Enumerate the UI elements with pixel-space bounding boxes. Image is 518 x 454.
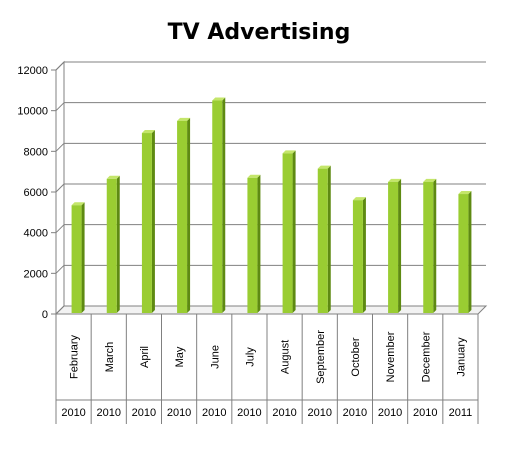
bar (177, 117, 191, 313)
gridline-diagonal (55, 183, 65, 193)
gridline-diagonal (55, 305, 65, 315)
bar-side (362, 197, 366, 313)
bar (141, 130, 155, 313)
bar-front (388, 181, 399, 313)
bar-top (106, 175, 120, 179)
chart-title: TV Advertising (167, 20, 351, 45)
bar-top (458, 191, 472, 195)
bar-side (81, 202, 85, 313)
bar-top (423, 178, 437, 182)
year-label: 2011 (449, 407, 473, 419)
category-label: June (209, 345, 221, 369)
year-label: 2010 (343, 407, 367, 419)
category-label: February (69, 334, 81, 379)
bar-front (212, 100, 223, 314)
category-label: January (455, 337, 467, 377)
bar-front (458, 194, 469, 313)
bar-front (423, 181, 434, 313)
bar (71, 202, 85, 313)
bar-front (247, 177, 258, 313)
year-label: 2010 (202, 407, 226, 419)
year-label: 2010 (132, 407, 156, 419)
year-label: 2010 (97, 407, 121, 419)
category-label: August (280, 340, 292, 374)
category-label: April (139, 346, 151, 368)
bar-top (317, 165, 331, 169)
y-tick-label: 6000 (24, 187, 48, 199)
y-tick-label: 10000 (17, 106, 48, 118)
gridline-diagonal (55, 264, 65, 274)
category-label: October (350, 337, 362, 376)
y-tick-label: 4000 (24, 228, 48, 240)
bar-side (433, 178, 437, 313)
bar-top (71, 202, 85, 206)
bar (458, 191, 472, 313)
gridline-diagonal (55, 102, 65, 112)
category-label: March (104, 342, 116, 373)
bar-side (151, 130, 155, 313)
bar (212, 97, 226, 314)
year-label: 2010 (237, 407, 261, 419)
bar-side (398, 178, 402, 313)
bar-top (141, 130, 155, 134)
floor (54, 305, 488, 315)
y-axis-ticks: 0 2000 4000 6000 8000 10000 12000 (17, 65, 57, 321)
x-axis-table: February 2010 March 2010 April 2010 May 2010 Jun… (55, 313, 479, 424)
bar-front (141, 133, 152, 313)
gridline-diagonal (55, 224, 65, 234)
bar-side (292, 150, 296, 313)
year-label: 2010 (272, 407, 296, 419)
bar-front (352, 200, 363, 313)
category-label: May (174, 346, 186, 367)
bar-side (257, 174, 261, 313)
y-tick-label: 12000 (17, 65, 48, 77)
bar (282, 150, 296, 313)
bar (317, 165, 331, 313)
bar-side (222, 97, 226, 314)
bar-front (71, 205, 82, 313)
bar-top (177, 117, 191, 121)
year-label: 2010 (308, 407, 332, 419)
bar-side (187, 117, 191, 313)
bar (423, 178, 437, 313)
bar-top (247, 174, 261, 178)
y-tick-label: 2000 (24, 268, 48, 280)
bar-front (106, 178, 117, 313)
category-label: December (420, 331, 432, 382)
bar-top (282, 150, 296, 154)
category-label: November (385, 331, 397, 382)
gridlines (55, 61, 486, 315)
bar-front (177, 120, 188, 313)
category-label: September (315, 330, 327, 384)
bar-side (116, 175, 120, 313)
bars (71, 97, 472, 314)
gridline-diagonal (55, 61, 65, 71)
year-label: 2010 (378, 407, 402, 419)
bar-front (282, 153, 293, 313)
bar-top (388, 178, 402, 182)
bar-side (468, 191, 472, 313)
bar (247, 174, 261, 313)
bar-top (212, 97, 226, 101)
year-label: 2010 (413, 407, 437, 419)
bar-top (352, 197, 366, 201)
gridline-diagonal (55, 142, 65, 152)
bar (352, 197, 366, 313)
year-label: 2010 (61, 407, 85, 419)
bar (388, 178, 402, 313)
bar-side (327, 165, 331, 313)
bar-front (317, 168, 328, 313)
bar (106, 175, 120, 313)
plot-walls (54, 60, 488, 316)
category-label: July (244, 347, 256, 367)
y-tick-label: 0 (42, 309, 48, 321)
y-tick-label: 8000 (24, 146, 48, 158)
year-label: 2010 (167, 407, 191, 419)
